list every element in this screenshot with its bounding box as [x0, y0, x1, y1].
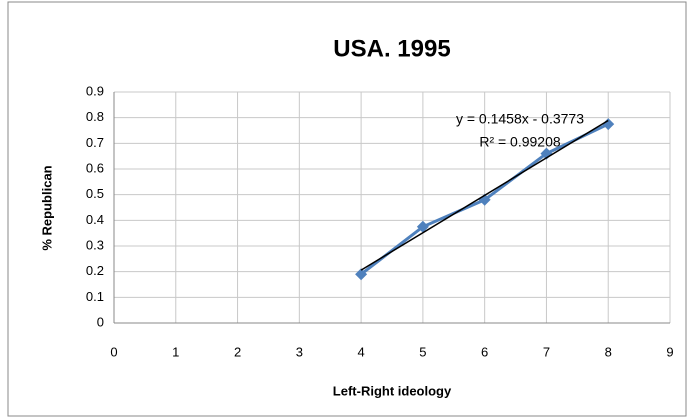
x-tick-label: 6 — [481, 344, 488, 359]
x-axis-label: Left-Right ideology — [333, 383, 452, 398]
x-tick-label: 3 — [296, 344, 303, 359]
trendline-r-squared: R² = 0.99208 — [479, 134, 561, 150]
x-tick-label: 0 — [110, 344, 117, 359]
y-tick-label: 0.1 — [86, 289, 104, 304]
y-tick-label: 0.3 — [86, 237, 104, 252]
data-point — [416, 220, 429, 233]
x-tick-label: 5 — [419, 344, 426, 359]
x-tick-label: 9 — [666, 344, 673, 359]
y-tick-label: 0.8 — [86, 109, 104, 124]
y-tick-label: 0.4 — [86, 212, 104, 227]
x-tick-label: 4 — [357, 344, 364, 359]
y-tick-label: 0.7 — [86, 135, 104, 150]
trendline — [360, 119, 609, 271]
x-tick-label: 1 — [172, 344, 179, 359]
x-tick-label: 8 — [605, 344, 612, 359]
chart-frame — [7, 1, 687, 417]
y-axis-label: % Republican — [39, 165, 54, 250]
plot-area: 0 0.1 0.2 0.3 0.4 0.5 0.6 0.7 0.8 0.9 0 1 2 3 4 5 6 7 8 9 y … — [86, 83, 674, 359]
y-tick-label: 0.9 — [86, 83, 104, 98]
data-point — [355, 268, 368, 281]
trendline-equation: y = 0.1458x - 0.3773 — [456, 111, 584, 127]
y-tick-label: 0.2 — [86, 263, 104, 278]
y-tick-label: 0.6 — [86, 160, 104, 175]
chart-title: USA. 1995 — [333, 35, 450, 62]
y-tick-label: 0 — [97, 314, 104, 329]
x-tick-label: 2 — [234, 344, 241, 359]
y-tick-label: 0.5 — [86, 186, 104, 201]
data-point — [602, 118, 615, 131]
x-tick-label: 7 — [543, 344, 550, 359]
